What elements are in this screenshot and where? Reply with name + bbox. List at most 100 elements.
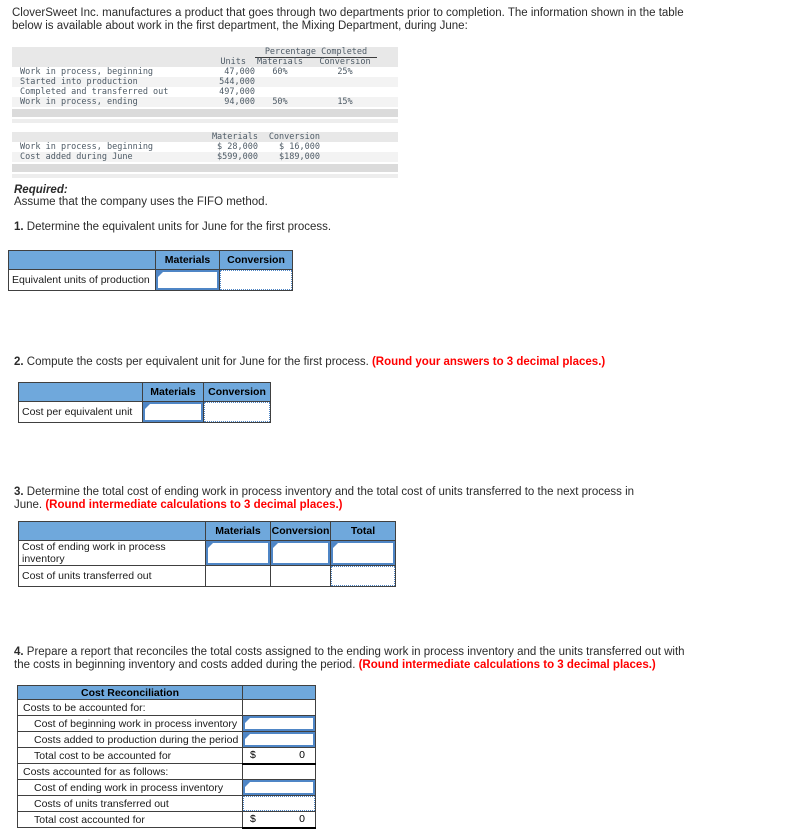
materials-pct: 60% xyxy=(272,67,288,77)
q3-ending-wip-materials-input[interactable] xyxy=(206,541,270,565)
q3-number: 3. xyxy=(14,486,24,498)
cost-of-ending-wip-row: Cost of ending work in process inventory xyxy=(18,540,396,566)
cost-per-equivalent-unit-label: Cost per equivalent unit xyxy=(18,401,143,423)
equivalent-units-label: Equivalent units of production xyxy=(8,269,156,291)
units-value: 544,000 xyxy=(219,77,255,87)
costs-to-be-accounted-for-label: Costs to be accounted for: xyxy=(17,699,243,716)
total-value: 0 xyxy=(299,749,305,762)
cost-of-units-transferred-out-label: Cost of units transferred out xyxy=(18,565,206,587)
ending-wip-cost-row: Cost of ending work in process inventory xyxy=(17,779,316,796)
total-cost-accounted-for-value: $ 0 xyxy=(244,813,315,826)
materials-cost: $ 28,000 xyxy=(217,142,258,152)
q2-materials-header: Materials xyxy=(142,382,204,402)
q3-ending-wip-conversion-input[interactable] xyxy=(271,541,330,565)
q3-text-line2: June. xyxy=(14,499,46,511)
ending-wip-cost-label: Cost of ending work in process inventory xyxy=(17,779,243,796)
q1-corner-header xyxy=(8,250,156,270)
conversion-cost: $ 16,000 xyxy=(279,142,320,152)
units-value: 47,000 xyxy=(224,67,255,77)
table-footer-strip xyxy=(12,109,398,117)
q2-materials-input[interactable] xyxy=(143,402,203,422)
q1-question-text: 1. Determine the equivalent units for Ju… xyxy=(14,221,774,234)
total-cost-to-be-accounted-for-value: $ 0 xyxy=(244,749,315,762)
q2-answer-table: Materials Conversion Cost per equivalent… xyxy=(18,382,271,423)
required-text: Assume that the company uses the FIFO me… xyxy=(14,196,268,208)
table-footer-strip xyxy=(12,119,398,123)
q1-answer-table: Materials Conversion Equivalent units of… xyxy=(8,250,293,291)
q3-materials-header: Materials xyxy=(205,521,271,541)
total-cost-accounted-for-label: Total cost accounted for xyxy=(17,811,243,828)
intro-line-1: CloverSweet Inc. manufactures a product … xyxy=(12,7,684,19)
required-label: Required: xyxy=(14,184,68,196)
table-row: Work in process, ending 94,000 50% 15% xyxy=(12,97,398,107)
total-cost-to-be-accounted-for-label: Total cost to be accounted for xyxy=(17,747,243,764)
costs-accounted-for-label: Costs accounted for as follows: xyxy=(17,763,243,780)
table-row: Work in process, beginning 47,000 60% 25… xyxy=(12,67,398,77)
q4-number: 4. xyxy=(14,646,24,658)
conversion-column-header: Conversion xyxy=(268,132,320,142)
table-row: Cost added during June $599,000 $189,000 xyxy=(12,152,398,162)
q2-number: 2. xyxy=(14,356,24,368)
currency-symbol: $ xyxy=(250,813,256,826)
blank-cell xyxy=(242,699,316,716)
costs-added-row: Costs added to production during the per… xyxy=(17,731,316,748)
q3-total-header: Total xyxy=(330,521,396,541)
materials-column-header: Materials xyxy=(211,132,258,142)
conversion-column-header: Conversion xyxy=(319,57,371,67)
materials-cost: $599,000 xyxy=(217,152,258,162)
conversion-pct: 15% xyxy=(337,97,353,107)
q1-materials-input[interactable] xyxy=(156,270,219,290)
row-label: Completed and transferred out xyxy=(20,87,169,97)
cost-reconciliation-title: Cost Reconciliation xyxy=(17,685,243,700)
intro-line-2: below is available about work in the fir… xyxy=(12,20,468,32)
units-transferred-out-calculated-cell xyxy=(243,796,315,811)
cost-of-ending-wip-label: Cost of ending work in process inventory xyxy=(18,540,206,566)
costs-to-be-accounted-for-row: Costs to be accounted for: xyxy=(17,699,316,716)
units-column-header: Units xyxy=(220,57,246,67)
column-header-row: Materials Conversion xyxy=(12,132,398,142)
row-label: Started into production xyxy=(20,77,138,87)
q4-text-line1: Prepare a report that reconciles the tot… xyxy=(23,646,685,658)
q2-question-text: 2. Compute the costs per equivalent unit… xyxy=(14,356,774,369)
row-label: Cost added during June xyxy=(20,152,133,162)
percentage-completed-header-row: Percentage Completed xyxy=(12,47,398,58)
row-label: Work in process, ending xyxy=(20,97,138,107)
blank-cell xyxy=(242,763,316,780)
q2-rounding-instruction: (Round your answers to 3 decimal places.… xyxy=(371,356,606,368)
beginning-wip-cost-input[interactable] xyxy=(243,716,315,731)
q3-answer-table: Materials Conversion Total Cost of endin… xyxy=(18,521,396,587)
units-transferred-out-cost-row: Costs of units transferred out xyxy=(17,795,316,812)
column-header-row: Units Materials Conversion xyxy=(12,57,398,67)
materials-column-header: Materials xyxy=(256,57,304,67)
q4-text-line2: the costs in beginning inventory and cos… xyxy=(14,659,359,671)
production-data-table: Percentage Completed Units Materials Con… xyxy=(12,47,398,123)
q3-transferred-materials-cell xyxy=(205,565,271,587)
q3-question-text: 3. Determine the total cost of ending wo… xyxy=(14,486,779,512)
q2-conversion-header: Conversion xyxy=(203,382,271,402)
ending-wip-cost-input[interactable] xyxy=(243,780,315,795)
required-section: Required: Assume that the company uses t… xyxy=(14,184,268,209)
q1-conversion-header: Conversion xyxy=(219,250,293,270)
materials-pct: 50% xyxy=(272,97,288,107)
q3-transferred-total-calculated-cell xyxy=(331,566,395,586)
table-row: Work in process, beginning $ 28,000 $ 16… xyxy=(12,142,398,152)
costs-added-input[interactable] xyxy=(243,732,315,747)
q2-text: Compute the costs per equivalent unit fo… xyxy=(23,356,372,368)
total-cost-to-be-accounted-for-row: Total cost to be accounted for $ 0 xyxy=(17,747,316,765)
q3-transferred-conversion-cell xyxy=(270,565,331,587)
q1-text: Determine the equivalent units for June … xyxy=(23,221,332,233)
q1-materials-header: Materials xyxy=(155,250,220,270)
conversion-pct: 25% xyxy=(337,67,353,77)
q3-text-line1: Determine the total cost of ending work … xyxy=(23,486,635,498)
percentage-completed-label: Percentage Completed xyxy=(255,47,377,58)
beginning-wip-cost-label: Cost of beginning work in process invent… xyxy=(17,715,243,732)
cost-reconciliation-table: Cost Reconciliation Costs to be accounte… xyxy=(17,685,316,829)
equivalent-units-row: Equivalent units of production xyxy=(8,269,293,291)
row-label: Work in process, beginning xyxy=(20,142,154,152)
conversion-cost: $189,000 xyxy=(279,152,320,162)
q2-conversion-calculated-cell xyxy=(204,402,270,422)
costs-added-label: Costs added to production during the per… xyxy=(17,731,243,748)
intro-paragraph: CloverSweet Inc. manufactures a product … xyxy=(12,7,774,33)
q3-ending-wip-total-input[interactable] xyxy=(331,541,395,565)
